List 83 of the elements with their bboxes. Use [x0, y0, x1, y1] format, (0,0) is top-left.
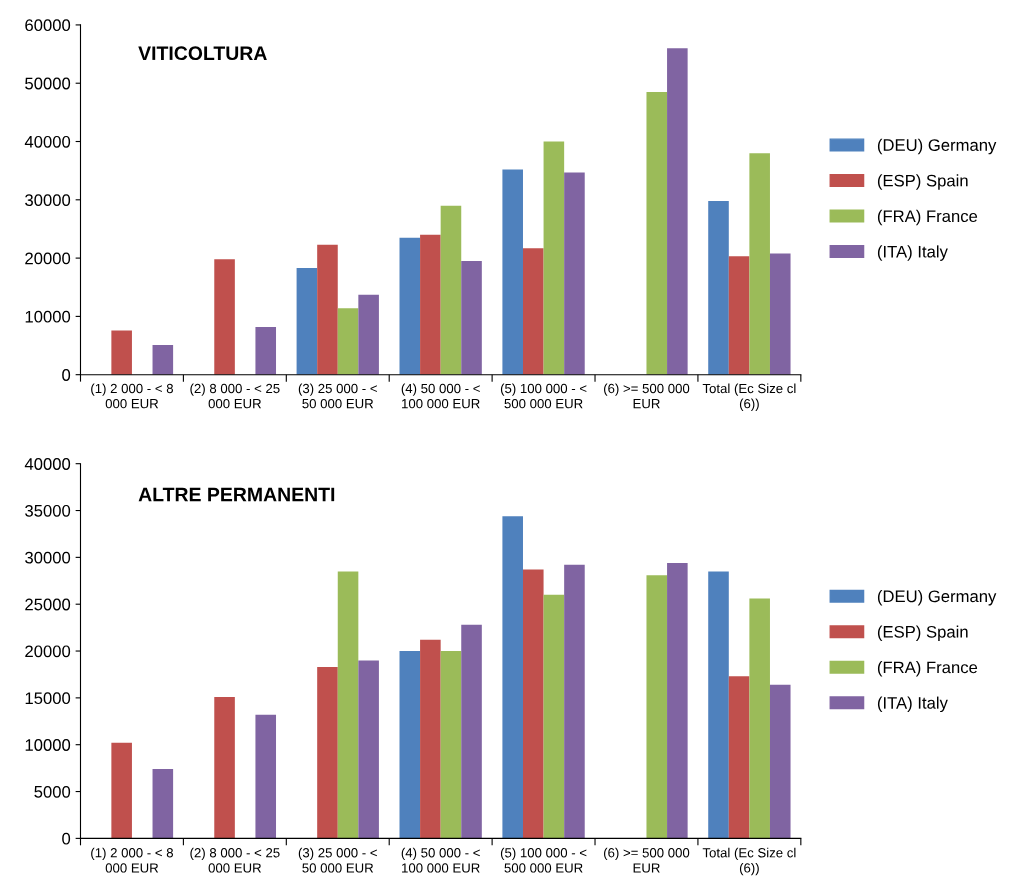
y-tick-label: 10000 [25, 739, 71, 751]
y-tick-label: 20000 [25, 252, 71, 265]
x-tick-label: (1) 2 000 - < 8 000 EUR [91, 847, 173, 873]
bar [728, 256, 750, 375]
bar [749, 153, 770, 375]
y-tick-label: 0 [62, 369, 71, 381]
legend-label: (DEU) Germany [877, 138, 997, 155]
x-tick-label: (4) 50 000 - < 100 000 EUR [401, 383, 480, 409]
x-tick-label: Total (Ec Size cl (6)) [702, 383, 796, 411]
y-tick-label: 30000 [25, 551, 71, 564]
bar [255, 714, 277, 839]
bar [522, 569, 544, 839]
legend-label: (ITA) Italy [877, 696, 948, 713]
bar [337, 308, 359, 375]
bar [667, 48, 688, 375]
y-tick-label: 40000 [24, 458, 71, 470]
bar [214, 696, 235, 839]
x-tick-label: (5) 100 000 - < 500 000 EUR [500, 383, 587, 409]
text: ALTRE PERMANENTI [138, 487, 335, 502]
bar [152, 769, 174, 839]
bar [420, 639, 441, 839]
bar [461, 624, 482, 839]
bar [255, 326, 277, 375]
bar [214, 259, 235, 375]
bar [440, 205, 462, 375]
x-tick-label: (1) 2 000 - < 8 000 EUR [91, 383, 173, 409]
bar [502, 516, 523, 839]
bar [728, 676, 750, 839]
y-tick-label: 50000 [25, 77, 71, 90]
bar [111, 330, 132, 375]
bar [420, 234, 441, 375]
bar [522, 248, 544, 375]
y-tick-label: 30000 [25, 194, 71, 207]
bar [317, 244, 338, 375]
legend-label: (FRA) France [877, 209, 978, 226]
x-tick-label: (2) 8 000 - < 25 000 EUR [190, 383, 280, 409]
bar [358, 294, 379, 375]
bar [769, 253, 791, 375]
bar [543, 594, 565, 839]
bar [296, 268, 318, 375]
x-tick-label: (2) 8 000 - < 25 000 EUR [190, 847, 280, 873]
bar [564, 172, 585, 375]
text: VITICOLTURA [138, 46, 267, 61]
y-tick-label: 40000 [24, 135, 71, 148]
bar [399, 237, 421, 375]
x-tick-label: Total (Ec Size cl (6)) [702, 847, 796, 876]
legend-label: (FRA) France [877, 661, 978, 677]
x-tick-label: (6) >= 500 000 EUR [604, 847, 690, 873]
bar [708, 200, 729, 375]
legend-label: (ESP) Spain [877, 625, 968, 642]
bar [564, 564, 585, 839]
bar [399, 651, 421, 839]
bar [358, 660, 379, 839]
bar [708, 571, 729, 839]
x-tick-label: (5) 100 000 - < 500 000 EUR [500, 847, 587, 873]
bar [152, 344, 174, 375]
bar [440, 651, 462, 839]
bar [543, 141, 565, 375]
x-tick-label: (4) 50 000 - < 100 000 EUR [401, 847, 480, 873]
y-tick-label: 60000 [25, 19, 71, 32]
legend-label: (DEU) Germany [877, 589, 997, 606]
bar [749, 598, 770, 839]
x-tick-label: (6) >= 500 000 EUR [604, 383, 690, 409]
y-tick-label: 35000 [25, 504, 71, 517]
bar [667, 562, 688, 839]
bar [111, 742, 132, 839]
bar [502, 169, 523, 375]
y-tick-label: 20000 [25, 645, 71, 658]
legend-label: (ESP) Spain [877, 174, 968, 190]
y-tick-label: 10000 [25, 310, 71, 323]
bar [646, 91, 668, 375]
bar [317, 666, 338, 839]
bar [646, 575, 668, 839]
y-tick-label: 0 [62, 832, 71, 845]
bar [769, 684, 791, 839]
y-tick-label: 15000 [25, 692, 71, 705]
y-tick-label: 5000 [34, 785, 71, 798]
y-tick-label: 25000 [25, 598, 71, 611]
bar [461, 261, 482, 375]
legend-label: (ITA) Italy [877, 245, 948, 261]
x-tick-label: (3) 25 000 - < 50 000 EUR [298, 847, 377, 873]
x-tick-label: (3) 25 000 - < 50 000 EUR [298, 383, 377, 409]
bar [337, 571, 359, 839]
